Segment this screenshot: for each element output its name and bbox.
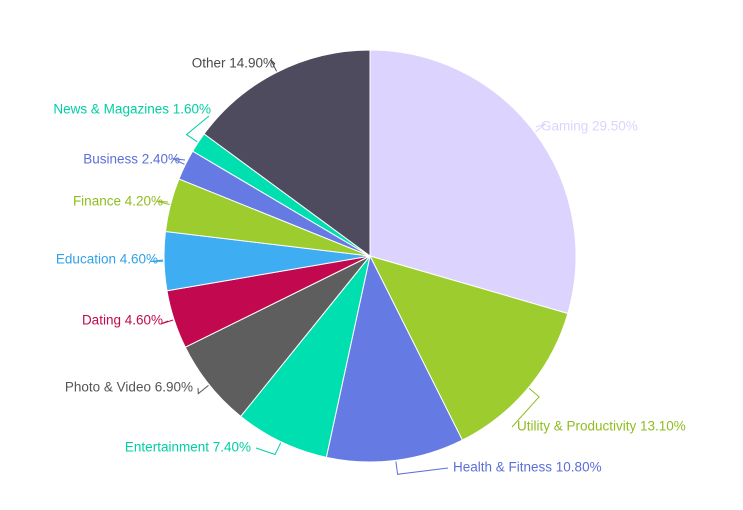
slice-label-health-fitness: Health & Fitness 10.80% — [453, 460, 602, 475]
slice-label-dating: Dating 4.60% — [82, 313, 163, 328]
slice-label-business: Business 2.40% — [83, 152, 180, 167]
leader-line-utility-productivity — [511, 388, 540, 428]
leader-line-entertainment — [255, 442, 282, 456]
pie-slice-gaming[interactable] — [369, 49, 577, 315]
slice-label-photo-video: Photo & Video 6.90% — [65, 380, 193, 395]
leader-lines — [150, 59, 547, 475]
slice-labels: Gaming 29.50% Utility & Productivity 13.1… — [53, 56, 685, 475]
slice-label-gaming: Gaming 29.50% — [541, 119, 638, 134]
leader-line-news-magazines — [185, 115, 210, 143]
slice-label-education: Education 4.60% — [56, 252, 158, 267]
leader-line-finance — [156, 200, 170, 205]
leader-line-other — [270, 59, 278, 72]
leader-line-gaming — [535, 123, 547, 133]
slice-label-other: Other 14.90% — [192, 56, 275, 71]
leader-line-dating — [160, 319, 174, 325]
pie-slice-entertainment[interactable] — [239, 255, 371, 458]
leader-line-education — [150, 259, 164, 262]
leader-line-business — [172, 158, 186, 165]
pie-slice-other[interactable] — [203, 49, 371, 257]
pie-slice-utility-productivity[interactable] — [369, 255, 569, 441]
slice-label-utility-productivity: Utility & Productivity 13.10% — [517, 419, 686, 434]
slice-label-finance: Finance 4.20% — [73, 194, 163, 209]
leader-line-health-fitness — [395, 461, 449, 475]
leader-line-photo-video — [197, 385, 209, 395]
pie-slice-health-fitness[interactable] — [325, 254, 464, 463]
pie-slices — [163, 49, 577, 463]
slice-label-news-magazines: News & Magazines 1.60% — [53, 102, 211, 117]
slice-label-entertainment: Entertainment 7.40% — [125, 440, 251, 455]
